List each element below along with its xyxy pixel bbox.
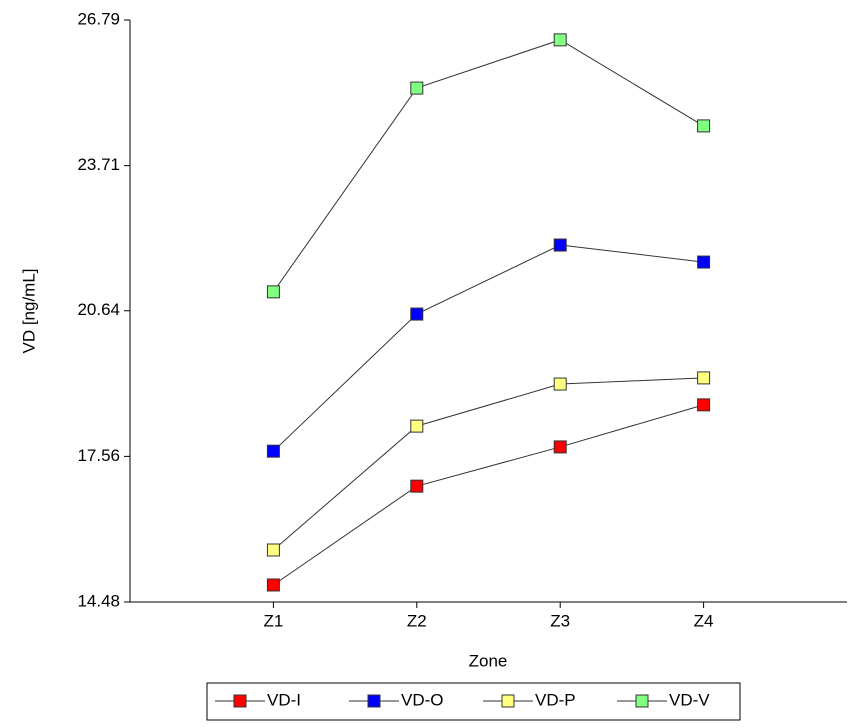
legend-label: VD-V	[669, 690, 710, 709]
y-tick-label: 14.48	[77, 591, 120, 610]
data-point	[266, 578, 280, 592]
series-line	[273, 404, 704, 586]
data-point	[410, 419, 424, 433]
data-point	[553, 440, 567, 454]
data-point	[410, 81, 424, 95]
y-tick-label: 17.56	[77, 446, 120, 465]
y-axis-label: VD [ng/mL]	[19, 268, 38, 353]
data-point	[697, 255, 711, 269]
data-point	[410, 479, 424, 493]
legend-label: VD-O	[401, 690, 444, 709]
data-point	[697, 371, 711, 385]
x-axis-label: Zone	[469, 651, 508, 670]
data-point	[697, 398, 711, 412]
data-point	[553, 238, 567, 252]
data-point	[266, 444, 280, 458]
legend-label: VD-I	[267, 690, 301, 709]
series-line	[273, 377, 704, 551]
legend-marker	[233, 694, 247, 708]
x-tick-label: Z2	[407, 611, 427, 630]
data-point	[553, 33, 567, 47]
series-line	[272, 39, 704, 293]
y-tick-label: 23.71	[77, 155, 120, 174]
legend-marker	[367, 694, 381, 708]
data-point	[266, 543, 280, 557]
legend-label: VD-P	[535, 690, 576, 709]
series-line	[273, 244, 704, 452]
data-point	[266, 285, 280, 299]
legend-marker	[501, 694, 515, 708]
data-point	[697, 119, 711, 133]
data-point	[553, 377, 567, 391]
y-tick-label: 20.64	[77, 300, 120, 319]
y-tick-label: 26.79	[77, 9, 120, 28]
data-point	[410, 307, 424, 321]
x-tick-label: Z1	[263, 611, 283, 630]
x-tick-label: Z3	[550, 611, 570, 630]
legend-marker	[635, 694, 649, 708]
x-tick-label: Z4	[694, 611, 714, 630]
